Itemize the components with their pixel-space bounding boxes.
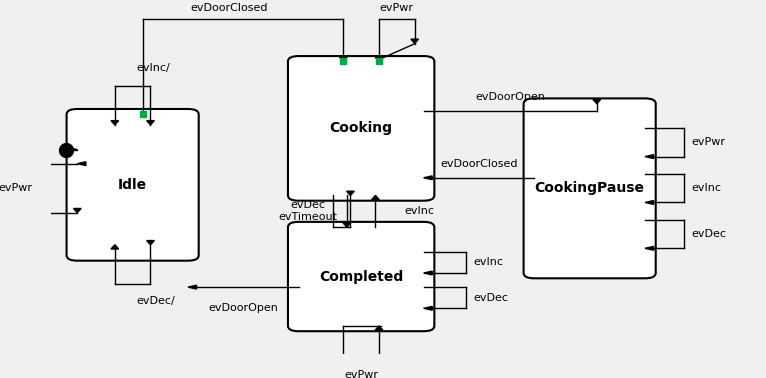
Text: evDec: evDec bbox=[473, 293, 509, 303]
Polygon shape bbox=[645, 201, 653, 204]
Text: evInc: evInc bbox=[692, 183, 722, 194]
Polygon shape bbox=[188, 285, 197, 289]
Polygon shape bbox=[346, 191, 355, 195]
Polygon shape bbox=[146, 121, 155, 125]
Polygon shape bbox=[74, 208, 81, 213]
Text: evDoorClosed: evDoorClosed bbox=[440, 159, 518, 169]
Text: Idle: Idle bbox=[118, 178, 147, 192]
Polygon shape bbox=[339, 57, 347, 61]
Polygon shape bbox=[69, 148, 77, 152]
Polygon shape bbox=[77, 162, 86, 166]
FancyBboxPatch shape bbox=[67, 109, 198, 261]
Text: evPwr: evPwr bbox=[344, 370, 378, 378]
Text: evInc: evInc bbox=[404, 206, 434, 216]
Text: evDoorClosed: evDoorClosed bbox=[190, 3, 268, 14]
Polygon shape bbox=[424, 176, 432, 180]
FancyBboxPatch shape bbox=[288, 56, 434, 201]
Text: Completed: Completed bbox=[319, 270, 403, 284]
Polygon shape bbox=[411, 39, 418, 43]
Polygon shape bbox=[645, 155, 653, 158]
Polygon shape bbox=[111, 121, 119, 125]
Polygon shape bbox=[372, 195, 379, 200]
Text: evDoorOpen: evDoorOpen bbox=[208, 303, 278, 313]
Text: evPwr: evPwr bbox=[692, 138, 725, 147]
Polygon shape bbox=[375, 326, 383, 330]
Polygon shape bbox=[424, 307, 432, 310]
Text: evInc/: evInc/ bbox=[136, 64, 170, 73]
Text: evDoorOpen: evDoorOpen bbox=[475, 91, 545, 102]
Text: Cooking: Cooking bbox=[329, 121, 393, 135]
Polygon shape bbox=[593, 99, 601, 104]
Text: evInc: evInc bbox=[473, 257, 503, 267]
Polygon shape bbox=[424, 271, 432, 275]
Text: CookingPause: CookingPause bbox=[535, 181, 645, 195]
FancyBboxPatch shape bbox=[288, 222, 434, 331]
Polygon shape bbox=[111, 245, 119, 249]
Polygon shape bbox=[146, 240, 155, 245]
Text: evDec: evDec bbox=[692, 229, 726, 239]
Polygon shape bbox=[645, 246, 653, 250]
Text: evPwr: evPwr bbox=[0, 183, 32, 194]
Text: evDec
evTimeout: evDec evTimeout bbox=[278, 200, 337, 222]
Polygon shape bbox=[343, 223, 351, 227]
Text: evDec/: evDec/ bbox=[136, 296, 175, 306]
Text: evPwr: evPwr bbox=[380, 3, 414, 14]
FancyBboxPatch shape bbox=[524, 98, 656, 278]
Polygon shape bbox=[375, 57, 383, 61]
